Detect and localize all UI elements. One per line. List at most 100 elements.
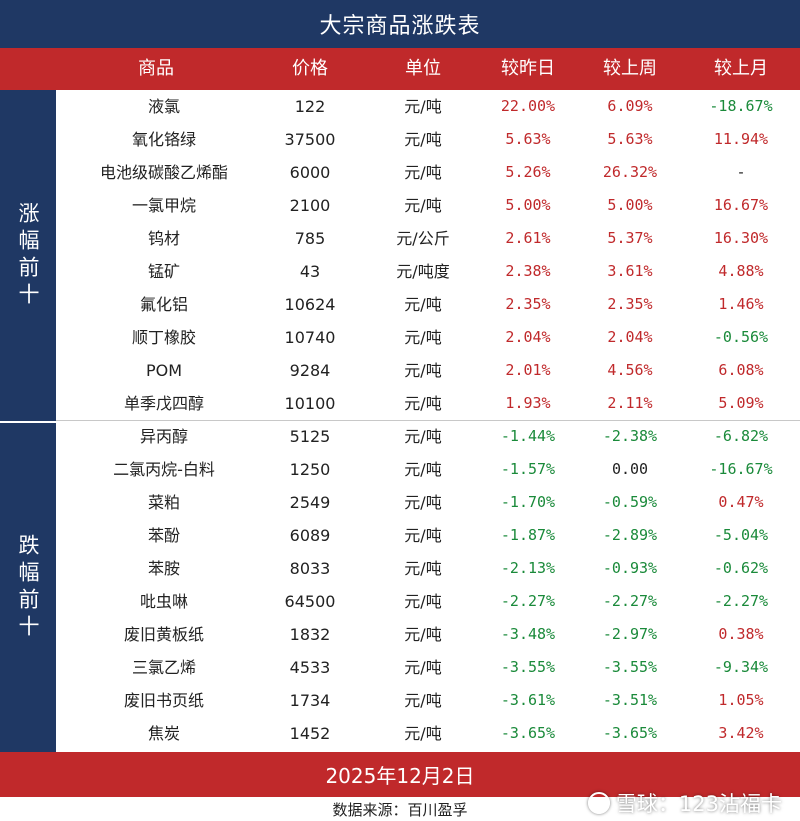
unit-cell: 元/吨: [404, 691, 442, 710]
change-day-cell: 5.00%: [505, 196, 551, 214]
change-week-cell: 26.32%: [602, 163, 658, 181]
table-row: 液氯 122 元/吨 22.00% 6.09% -18.67%: [56, 90, 800, 123]
unit-cell: 元/吨: [404, 328, 442, 347]
change-week-cell: -3.55%: [602, 658, 658, 676]
price-cell: 785: [294, 229, 326, 248]
unit-cell: 元/吨: [404, 394, 442, 413]
change-week-cell: 5.37%: [607, 229, 653, 247]
product-name-cell: 钨材: [147, 229, 180, 248]
change-month-cell: -0.56%: [713, 328, 769, 346]
data-source: 数据来源：百川盈孚: [0, 797, 800, 821]
product-name-cell: 一氯甲烷: [131, 196, 196, 215]
change-month-cell: -16.67%: [709, 460, 773, 478]
price-cell: 122: [294, 97, 326, 116]
product-name-cell: 废旧书页纸: [123, 691, 204, 710]
product-name-cell: 废旧黄板纸: [123, 625, 204, 644]
change-day-cell: -1.87%: [500, 526, 556, 544]
unit-cell: 元/吨: [404, 427, 442, 446]
change-week-cell: -0.93%: [602, 559, 658, 577]
change-week-cell: -0.59%: [602, 493, 658, 511]
change-week-cell: -2.97%: [602, 625, 658, 643]
table-row: 废旧书页纸 1734 元/吨 -3.61% -3.51% 1.05%: [56, 684, 800, 717]
table-row: 单季戊四醇 10100 元/吨 1.93% 2.11% 5.09%: [56, 387, 800, 420]
price-cell: 1250: [289, 460, 331, 479]
change-month-cell: -5.04%: [713, 526, 769, 544]
change-day-cell: 1.93%: [505, 394, 551, 412]
product-name-cell: 氟化铝: [139, 295, 188, 314]
change-week-cell: 3.61%: [607, 262, 653, 280]
change-day-cell: -2.27%: [500, 592, 556, 610]
watermark-text: 雪球：123沾福卡: [615, 792, 782, 816]
unit-cell: 元/吨: [404, 625, 442, 644]
change-day-cell: -1.44%: [500, 427, 556, 445]
price-cell: 8033: [289, 559, 331, 578]
change-day-cell: -3.55%: [500, 658, 556, 676]
change-week-cell: 5.63%: [607, 130, 653, 148]
change-day-cell: 2.35%: [505, 295, 551, 313]
change-day-cell: -2.13%: [500, 559, 556, 577]
product-name-cell: POM: [145, 361, 183, 380]
change-day-cell: -1.57%: [500, 460, 556, 478]
column-header-vs-last-month: 较上月: [714, 58, 768, 79]
product-name-cell: 单季戊四醇: [123, 394, 204, 413]
change-day-cell: 2.38%: [505, 262, 551, 280]
product-name-cell: 菜粕: [147, 493, 180, 512]
product-name-cell: 吡虫啉: [139, 592, 188, 611]
unit-cell: 元/吨: [404, 460, 442, 479]
change-day-cell: -3.48%: [500, 625, 556, 643]
table-row: 钨材 785 元/公斤 2.61% 5.37% 16.30%: [56, 222, 800, 255]
change-week-cell: 6.09%: [607, 97, 653, 115]
unit-cell: 元/吨: [404, 130, 442, 149]
price-cell: 6089: [289, 526, 331, 545]
price-cell: 6000: [289, 163, 331, 182]
column-header-unit: 单位: [405, 58, 441, 79]
price-cell: 2549: [289, 493, 331, 512]
column-header-vs-last-week: 较上周: [603, 58, 657, 79]
change-month-cell: 6.08%: [718, 361, 764, 379]
table-row: 氟化铝 10624 元/吨 2.35% 2.35% 1.46%: [56, 288, 800, 321]
change-week-cell: 2.11%: [607, 394, 653, 412]
price-cell: 64500: [284, 592, 336, 611]
table-title: 大宗商品涨跌表: [0, 0, 800, 48]
unit-cell: 元/吨: [404, 592, 442, 611]
unit-cell: 元/吨: [404, 493, 442, 512]
product-name-cell: 电池级碳酸乙烯酯: [99, 163, 228, 182]
column-header-price: 价格: [292, 58, 328, 79]
change-day-cell: 2.04%: [505, 328, 551, 346]
section-divider: [56, 420, 800, 421]
unit-cell: 元/公斤: [396, 229, 450, 248]
unit-cell: 元/吨: [404, 526, 442, 545]
change-day-cell: 5.26%: [505, 163, 551, 181]
table-row: 电池级碳酸乙烯酯 6000 元/吨 5.26% 26.32% -: [56, 156, 800, 189]
change-week-cell: -2.89%: [602, 526, 658, 544]
table-row: 苯酚 6089 元/吨 -1.87% -2.89% -5.04%: [56, 519, 800, 552]
change-week-cell: 2.04%: [607, 328, 653, 346]
change-week-cell: -3.51%: [602, 691, 658, 709]
column-header-row: 商品 价格 单位 较昨日 较上周 较上月: [0, 48, 800, 90]
price-cell: 1832: [289, 625, 331, 644]
table-row: 锰矿 43 元/吨度 2.38% 3.61% 4.88%: [56, 255, 800, 288]
change-week-cell: -2.38%: [602, 427, 658, 445]
change-month-cell: -9.34%: [713, 658, 769, 676]
price-cell: 43: [299, 262, 321, 281]
change-month-cell: 0.47%: [718, 493, 764, 511]
change-day-cell: -3.65%: [500, 724, 556, 742]
price-cell: 10100: [284, 394, 336, 413]
table-row: 吡虫啉 64500 元/吨 -2.27% -2.27% -2.27%: [56, 585, 800, 618]
price-cell: 1452: [289, 724, 331, 743]
unit-cell: 元/吨: [404, 97, 442, 116]
change-month-cell: -18.67%: [709, 97, 773, 115]
product-name-cell: 苯胺: [147, 559, 180, 578]
change-day-cell: -3.61%: [500, 691, 556, 709]
change-week-cell: 4.56%: [607, 361, 653, 379]
product-name-cell: 顺丁橡胶: [131, 328, 196, 347]
change-day-cell: 5.63%: [505, 130, 551, 148]
table-row: 二氯丙烷-白料 1250 元/吨 -1.57% 0.00 -16.67%: [56, 453, 800, 486]
change-week-cell: 2.35%: [607, 295, 653, 313]
change-month-cell: 1.46%: [718, 295, 764, 313]
change-month-cell: 0.38%: [718, 625, 764, 643]
unit-cell: 元/吨: [404, 361, 442, 380]
unit-cell: 元/吨: [404, 196, 442, 215]
unit-cell: 元/吨: [404, 163, 442, 182]
unit-cell: 元/吨: [404, 658, 442, 677]
